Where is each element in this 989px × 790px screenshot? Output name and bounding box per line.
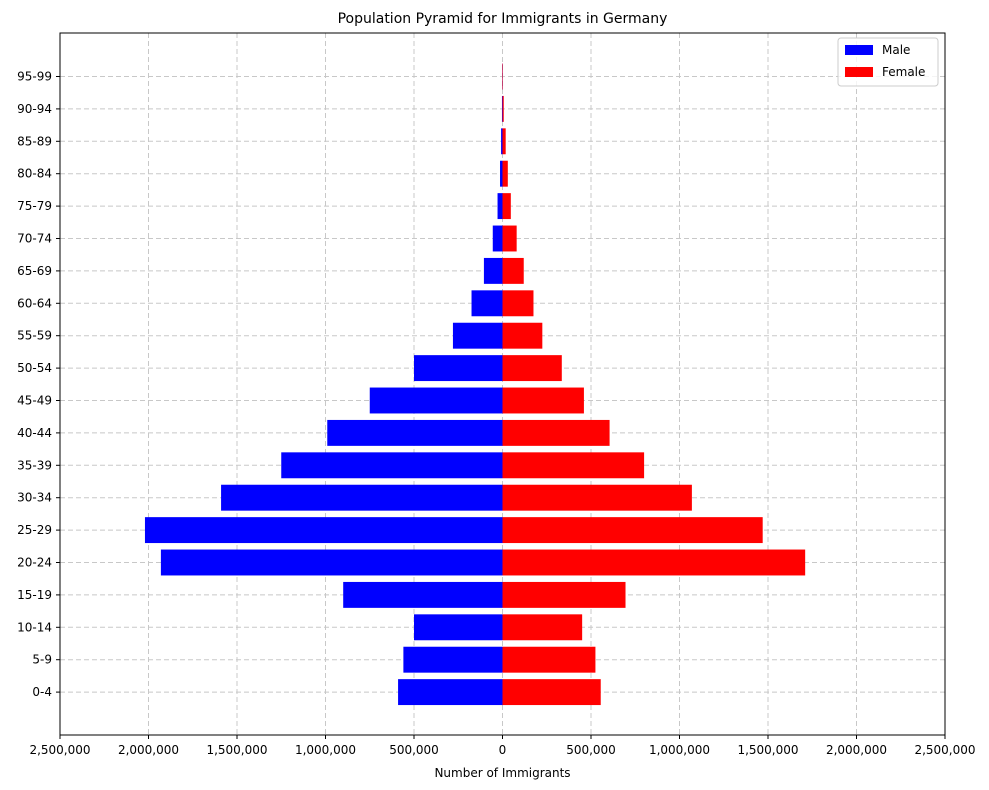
bar-male-10-14 xyxy=(414,614,503,641)
y-tick-label: 80-84 xyxy=(17,167,52,181)
x-tick-label: 1,000,000 xyxy=(649,743,710,757)
x-tick-label: 1,500,000 xyxy=(737,743,798,757)
y-tick-label: 35-39 xyxy=(17,458,52,472)
bar-male-55-59 xyxy=(452,322,503,349)
bar-female-40-44 xyxy=(502,419,610,446)
bar-male-60-64 xyxy=(471,290,503,317)
y-tick-label: 75-79 xyxy=(17,199,52,213)
legend-label-female: Female xyxy=(882,65,925,79)
x-tick-label: 2,500,000 xyxy=(29,743,90,757)
bar-male-40-44 xyxy=(327,419,503,446)
bar-female-10-14 xyxy=(502,614,583,641)
bar-male-35-39 xyxy=(281,452,503,479)
x-tick-label: 0 xyxy=(499,743,507,757)
bar-male-50-54 xyxy=(414,355,503,382)
bar-female-35-39 xyxy=(502,452,645,479)
bar-female-50-54 xyxy=(502,355,562,382)
x-tick-label: 2,000,000 xyxy=(118,743,179,757)
bar-female-85-89 xyxy=(502,128,506,155)
bar-female-75-79 xyxy=(502,193,511,220)
bar-male-20-24 xyxy=(160,549,503,576)
y-tick-label: 40-44 xyxy=(17,426,52,440)
bar-male-5-9 xyxy=(403,646,503,673)
y-tick-label: 15-19 xyxy=(17,588,52,602)
legend-label-male: Male xyxy=(882,43,910,57)
bar-male-65-69 xyxy=(483,257,503,284)
bar-female-15-19 xyxy=(502,581,626,608)
bar-male-15-19 xyxy=(343,581,503,608)
x-axis-title: Number of Immigrants xyxy=(434,766,570,780)
y-tick-label: 0-4 xyxy=(32,685,52,699)
legend-swatch-female xyxy=(845,67,873,77)
bar-female-55-59 xyxy=(502,322,543,349)
bar-male-75-79 xyxy=(497,193,503,220)
y-tick-label: 95-99 xyxy=(17,70,52,84)
bar-female-20-24 xyxy=(502,549,806,576)
bar-male-0-4 xyxy=(398,679,503,706)
y-tick-label: 10-14 xyxy=(17,620,52,634)
legend[interactable]: Male Female xyxy=(837,37,939,87)
x-tick-label: 2,500,000 xyxy=(914,743,975,757)
bar-female-80-84 xyxy=(502,160,508,187)
bar-male-90-94 xyxy=(501,95,503,122)
y-tick-label: 30-34 xyxy=(17,491,52,505)
y-tick-label: 60-64 xyxy=(17,296,52,310)
x-tick-label: 500,000 xyxy=(566,743,616,757)
y-tick-label: 25-29 xyxy=(17,523,52,537)
bar-male-30-34 xyxy=(221,484,503,511)
bar-male-85-89 xyxy=(501,128,503,155)
bar-male-45-49 xyxy=(369,387,503,414)
y-tick-label: 45-49 xyxy=(17,394,52,408)
bar-female-25-29 xyxy=(502,517,763,544)
bar-female-65-69 xyxy=(502,257,524,284)
y-tick-label: 55-59 xyxy=(17,329,52,343)
bar-female-70-74 xyxy=(502,225,517,252)
y-tick-label: 70-74 xyxy=(17,232,52,246)
bar-male-25-29 xyxy=(144,517,503,544)
y-tick-label: 20-24 xyxy=(17,556,52,570)
bar-male-70-74 xyxy=(492,225,503,252)
x-tick-label: 1,000,000 xyxy=(295,743,356,757)
bar-female-5-9 xyxy=(502,646,596,673)
y-tick-label: 5-9 xyxy=(32,653,52,667)
y-tick-label: 50-54 xyxy=(17,361,52,375)
bar-female-45-49 xyxy=(502,387,584,414)
chart-title: Population Pyramid for Immigrants in Ger… xyxy=(338,11,668,27)
bar-female-30-34 xyxy=(502,484,692,511)
bar-male-80-84 xyxy=(500,160,503,187)
bar-female-90-94 xyxy=(502,95,504,122)
bar-female-95-99 xyxy=(502,63,503,90)
bar-female-60-64 xyxy=(502,290,534,317)
y-tick-label: 65-69 xyxy=(17,264,52,278)
x-tick-label: 1,500,000 xyxy=(206,743,267,757)
ticks-layer: 2,500,000 2,000,000 1,500,000 1,000,000 500,… xyxy=(17,70,975,758)
bar-female-0-4 xyxy=(502,679,601,706)
x-tick-label: 500,000 xyxy=(389,743,439,757)
bars-layer xyxy=(144,63,806,706)
y-tick-label: 85-89 xyxy=(17,134,52,148)
y-tick-label: 90-94 xyxy=(17,102,52,116)
x-tick-label: 2,000,000 xyxy=(826,743,887,757)
legend-swatch-male xyxy=(845,45,873,55)
